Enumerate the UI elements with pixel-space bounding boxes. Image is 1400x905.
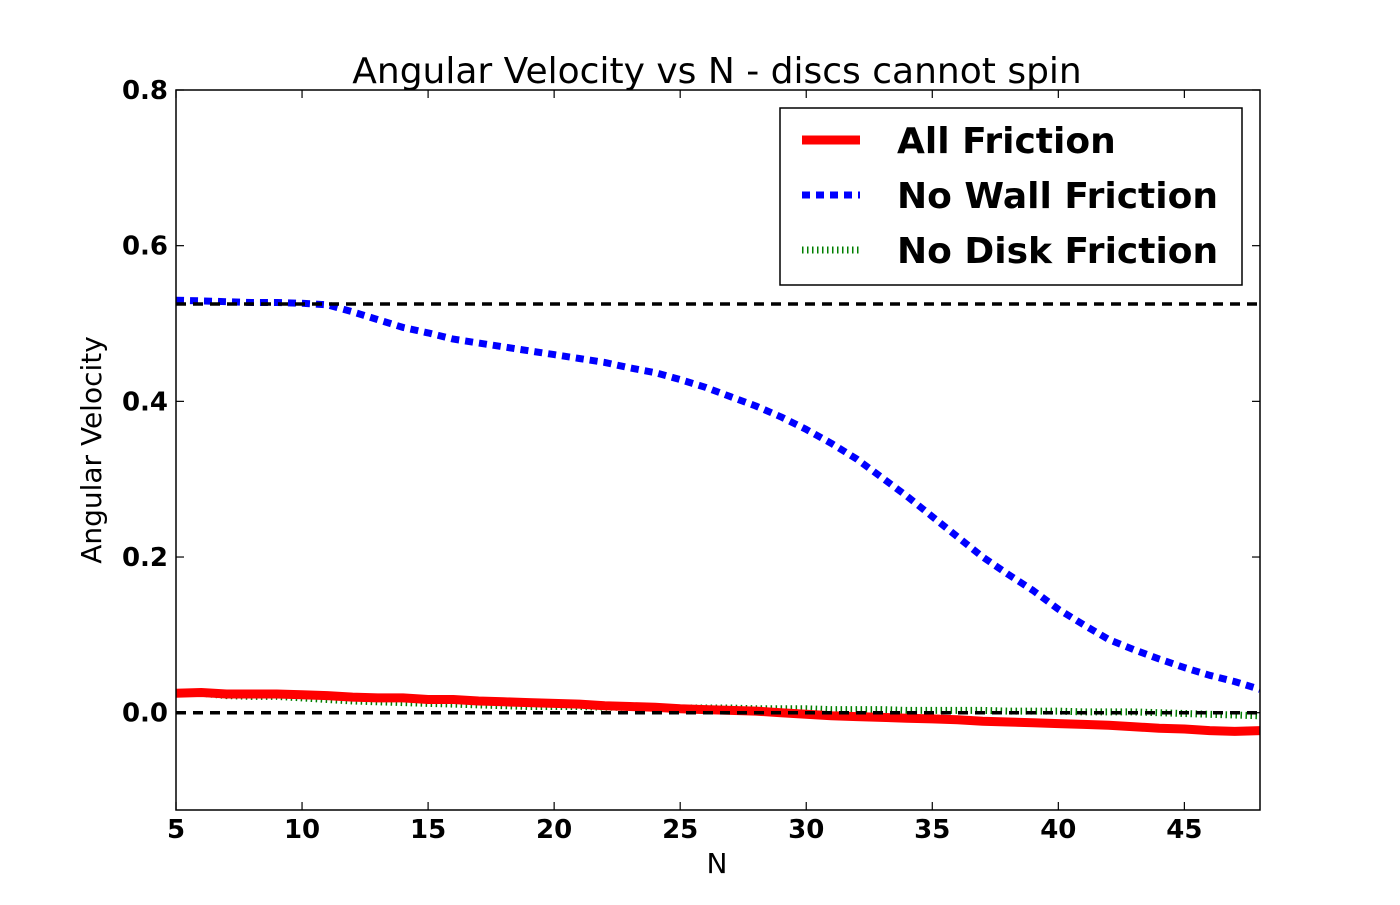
legend-label-no-disk-friction: No Disk Friction xyxy=(897,231,1218,272)
x-tick-label: 5 xyxy=(167,815,185,845)
series-line-no-wall-friction xyxy=(176,296,1260,693)
x-tick-label: 35 xyxy=(914,815,950,845)
y-tick-label: 0.4 xyxy=(122,387,168,417)
legend-label-no-wall-friction: No Wall Friction xyxy=(897,176,1218,217)
plot-area: 5 10 15 20 25 30 35 40 45 0.0 0.2 0.4 0.6 0.8 xyxy=(122,76,1261,845)
chart-title: Angular Velocity vs N - discs cannot spi… xyxy=(352,51,1082,92)
x-tick-label: 25 xyxy=(662,815,698,845)
x-tick-label: 10 xyxy=(284,815,320,845)
plot-frame xyxy=(175,89,1261,811)
x-tick-label: 45 xyxy=(1166,815,1202,845)
legend-label-all-friction: All Friction xyxy=(897,121,1116,162)
x-tick-label: 40 xyxy=(1040,815,1076,845)
y-tick-label: 0.2 xyxy=(122,543,168,573)
x-tick-label: 30 xyxy=(788,815,824,845)
y-tick-label: 0.8 xyxy=(122,76,168,106)
x-tick-label: 15 xyxy=(410,815,446,845)
x-axis-label: N xyxy=(707,847,728,880)
legend: All Friction No Wall Friction No Disk Fric… xyxy=(779,107,1243,286)
y-axis-label: Angular Velocity xyxy=(75,336,108,564)
y-tick-label: 0.0 xyxy=(122,699,168,729)
x-tick-label: 20 xyxy=(536,815,572,845)
series-line-all-friction xyxy=(176,688,1260,736)
series-lines xyxy=(176,296,1260,736)
y-tick-label: 0.6 xyxy=(122,232,168,262)
